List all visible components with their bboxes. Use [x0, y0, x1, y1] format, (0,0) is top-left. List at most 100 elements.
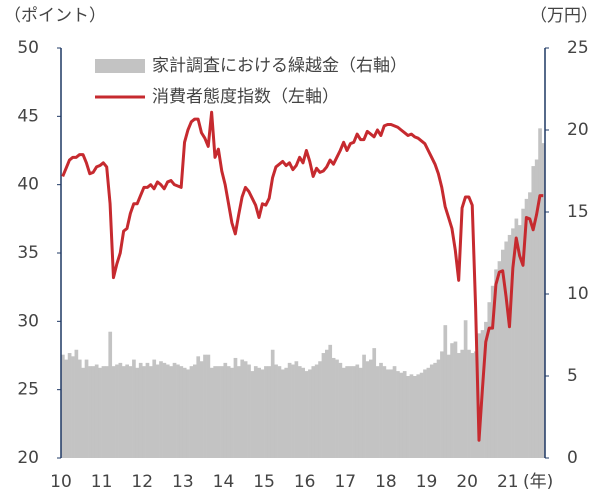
bar [426, 367, 431, 458]
x-tick-label: 21 [497, 472, 519, 492]
y-tick-label: 20 [17, 448, 39, 468]
y-tick-label: 35 [17, 243, 39, 263]
bar [206, 354, 211, 458]
bar [284, 367, 289, 458]
bar [291, 364, 295, 458]
y2-tick-label: 15 [567, 202, 589, 222]
bar [274, 364, 278, 458]
y-axis-title: （ポイント） [4, 6, 106, 26]
x-tick-label: 10 [50, 472, 72, 492]
bar [233, 357, 238, 458]
legend-label: 家計調査における繰越金（右軸） [152, 56, 407, 76]
bar [467, 349, 471, 458]
bar [385, 369, 390, 458]
bar [216, 366, 221, 458]
bar [105, 366, 109, 458]
x-tick-label: 13 [172, 472, 194, 492]
bar [186, 369, 190, 458]
y-tick-label: 40 [17, 175, 39, 195]
bar [237, 366, 241, 458]
bar [257, 367, 261, 458]
bar [460, 349, 465, 458]
y2-tick-label: 10 [567, 284, 589, 304]
bar [413, 376, 417, 458]
bar [230, 367, 234, 458]
bar [61, 354, 65, 458]
bar [365, 361, 370, 458]
x-tick-label: 15 [253, 472, 275, 492]
bar [318, 361, 322, 458]
bar [369, 359, 373, 458]
bar [528, 192, 532, 458]
bar [331, 357, 336, 458]
bar [128, 366, 133, 458]
bar [193, 364, 197, 458]
bar [375, 366, 380, 458]
bar [260, 369, 265, 458]
bar [392, 366, 397, 458]
y2-tick-label: 0 [567, 448, 578, 468]
bar [145, 362, 150, 458]
x-axis-title: (年) [523, 472, 553, 492]
bar [304, 371, 309, 458]
bar [64, 359, 69, 458]
bar [152, 359, 157, 458]
bar [115, 364, 119, 458]
bar [328, 344, 333, 458]
bar [409, 374, 414, 458]
bar [352, 366, 356, 458]
bar [440, 351, 444, 458]
bar [379, 362, 383, 458]
legend-swatch [95, 59, 145, 73]
bar [243, 361, 248, 458]
bar [419, 372, 424, 458]
bar [429, 364, 434, 458]
y2-tick-label: 25 [567, 38, 589, 58]
bar [118, 362, 123, 458]
bar [250, 371, 255, 458]
bar [223, 362, 228, 458]
x-tick-label: 12 [131, 472, 153, 492]
bar [111, 366, 116, 458]
bar [138, 362, 143, 458]
x-tick-label: 20 [456, 472, 478, 492]
bar [524, 198, 529, 458]
x-tick-label: 19 [416, 472, 438, 492]
bar [314, 364, 319, 458]
bar [209, 367, 214, 458]
bar [88, 366, 92, 458]
bar [226, 366, 231, 458]
bar [277, 366, 282, 458]
bar [162, 362, 167, 458]
bar [84, 359, 89, 458]
bar [220, 366, 224, 458]
x-tick-label: 17 [334, 472, 356, 492]
bar [172, 362, 177, 458]
bar [203, 354, 207, 458]
y2-tick-label: 5 [567, 366, 578, 386]
bar [311, 366, 316, 458]
bar [77, 359, 82, 458]
bar [517, 225, 522, 458]
line-series [61, 110, 544, 442]
bar [264, 366, 268, 458]
bar [511, 228, 515, 458]
bar [159, 361, 163, 458]
bar [247, 364, 251, 458]
bar [108, 331, 113, 458]
bar [484, 321, 488, 458]
bar [176, 364, 180, 458]
y-tick-label: 30 [17, 311, 39, 331]
bar [541, 143, 546, 458]
x-tick-label: 18 [375, 472, 397, 492]
bar [514, 218, 519, 458]
bar [433, 362, 437, 458]
bar [534, 159, 539, 458]
bar [101, 366, 106, 458]
bar [196, 356, 201, 458]
bar [423, 369, 427, 458]
bar [321, 353, 326, 458]
bar [281, 369, 285, 458]
bar [189, 366, 194, 458]
